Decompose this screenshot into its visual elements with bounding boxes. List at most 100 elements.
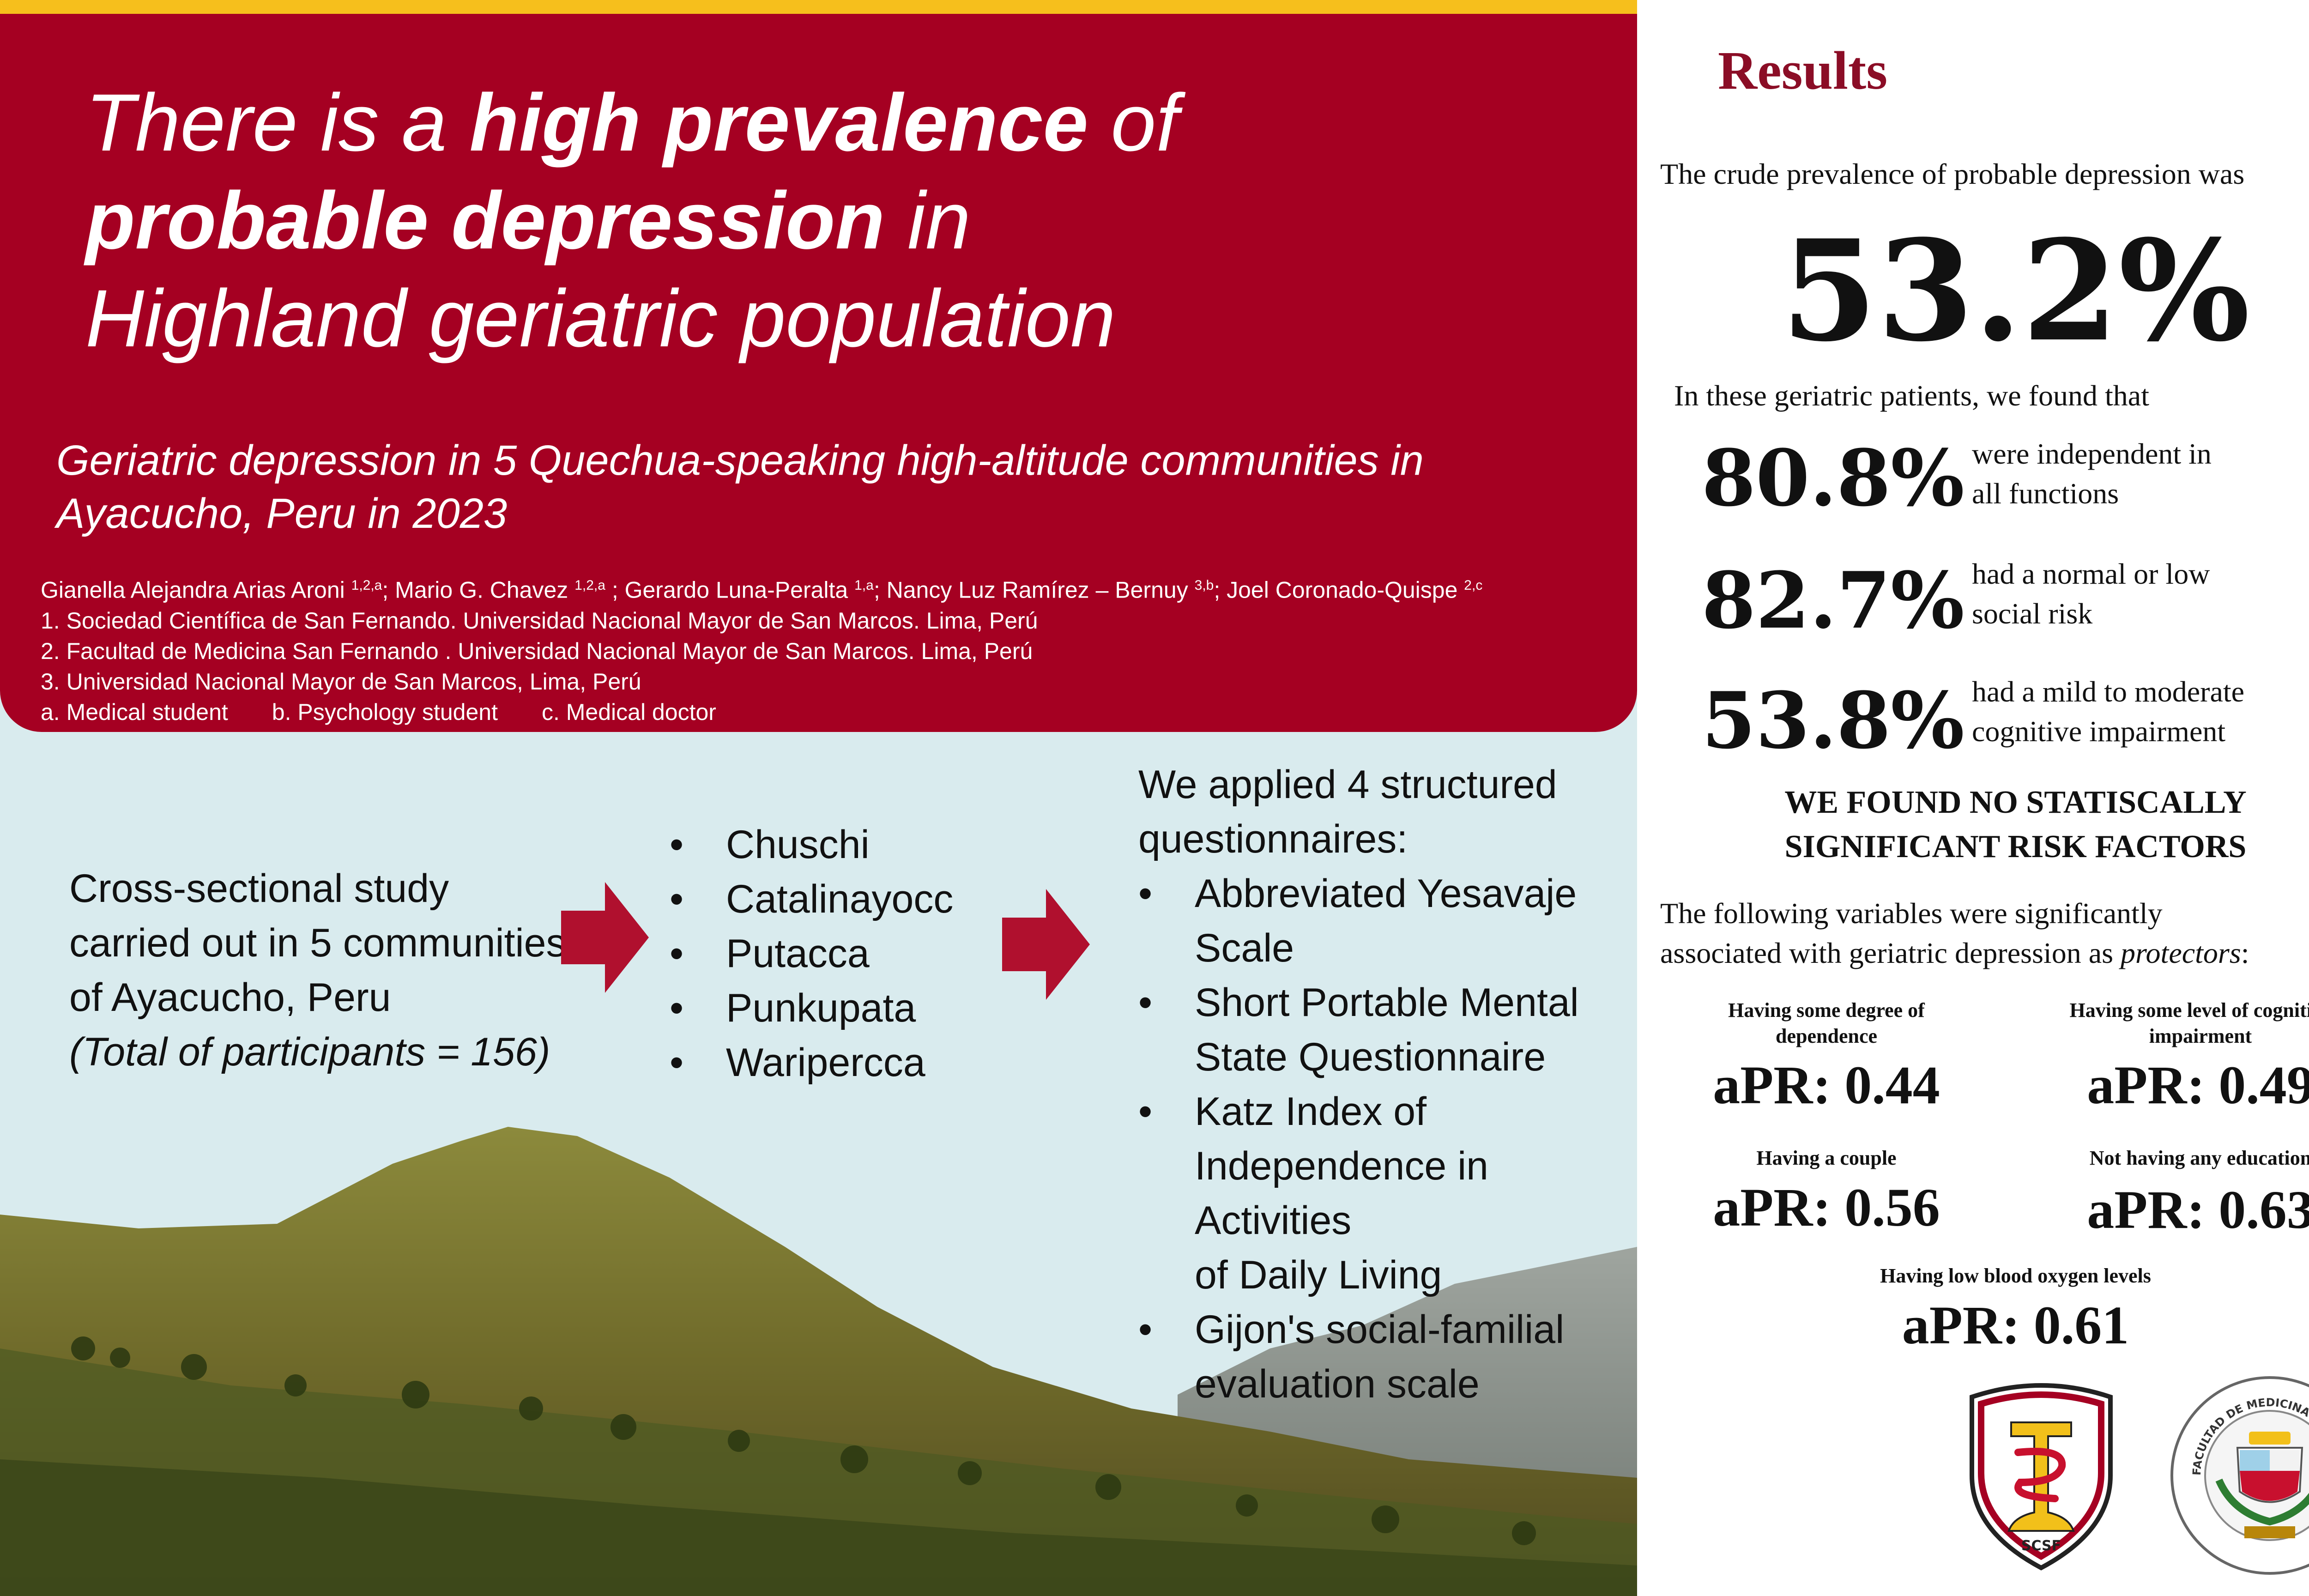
no-risk-line: SIGNIFICANT RISK FACTORS (1784, 829, 2247, 864)
finding-value: 80.8% (1702, 432, 1964, 524)
finding-line: all functions (1972, 477, 2119, 510)
accent-bar (0, 0, 1637, 14)
questionnaire-line: Independence in Activities (1195, 1144, 1489, 1243)
author-name: Nancy Luz Ramírez – Bernuy (886, 577, 1195, 603)
protector-label-line: impairment (2149, 1025, 2252, 1047)
no-risk-factors-statement: WE FOUND NO STATISCALLY SIGNIFICANT RISK … (1637, 780, 2309, 869)
author-affiliation-mark: 1,2,a (351, 578, 382, 593)
crude-prevalence-intro: The crude prevalence of probable depress… (1660, 157, 2245, 190)
finding-value: 82.7% (1702, 555, 1964, 646)
protector-label: Having a couple (1756, 1147, 1897, 1169)
poster-subtitle: Geriatric depression in 5 Quechua-speaki… (56, 434, 1580, 540)
arrow-right-icon (1002, 889, 1090, 1000)
protector-label-line: Having some degree of (1728, 999, 1925, 1022)
protector-apr-value: aPR: 0.56 (1713, 1177, 1940, 1238)
protectors-intro-line: associated with geriatric depression as (1660, 937, 2121, 969)
study-line: Cross-sectional study (69, 866, 449, 911)
protector-label: Having some degree of dependence (1642, 998, 2011, 1049)
community-item: Waripercca (670, 1035, 953, 1090)
community-item: Chuschi (670, 817, 953, 872)
title-bold-text: high prevalence (469, 78, 1088, 168)
authors-line: Gianella Alejandra Arias Aroni 1,2,a; Ma… (41, 570, 1625, 605)
authors-block: Gianella Alejandra Arias Aroni 1,2,a; Ma… (41, 570, 1625, 727)
author-name: Mario G. Chavez (395, 577, 575, 603)
title-text: Highland geriatric population (85, 273, 1116, 364)
community-item: Catalinayocc (670, 872, 953, 926)
protector-label: Having low blood oxygen levels (1880, 1264, 2151, 1287)
finding-text: had a mild to moderate cognitive impairme… (1972, 672, 2244, 751)
questionnaire-line: Gijon's social-familial (1195, 1307, 1565, 1352)
subtitle-line: Geriatric depression in 5 Quechua-speaki… (56, 437, 1424, 484)
separator: ; (382, 577, 395, 603)
questionnaire-line: evaluation scale (1195, 1362, 1480, 1406)
finding-line: had a mild to moderate (1972, 675, 2245, 708)
study-line: carried out in 5 communities (69, 921, 566, 965)
author-affiliation-mark: 1,a (854, 578, 874, 593)
protector-label-line: Having some level of cognitive (2069, 999, 2309, 1022)
left-panel: There is a high prevalence of probable d… (0, 0, 1637, 1596)
questionnaire-item: Katz Index of Independence in Activities o… (1138, 1084, 1637, 1302)
questionnaire-item: Gijon's social-familial evaluation scale (1138, 1302, 1637, 1411)
title-text: There is a (85, 78, 470, 168)
finding-line: had a normal or low (1972, 557, 2210, 590)
community-item: Punkupata (670, 981, 953, 1035)
findings-intro: In these geriatric patients, we found th… (1674, 379, 2149, 412)
finding-value: 53.8% (1702, 675, 1964, 766)
questionnaire-line: Abbreviated Yesavaje (1195, 871, 1577, 916)
protector-label-line: dependence (1776, 1025, 1877, 1047)
scsf-logo: SCSF (1970, 1383, 2113, 1571)
questionnaire-line: State Questionnaire (1195, 1035, 1546, 1079)
arrow-right-icon (561, 882, 649, 993)
study-line: of Ayacucho, Peru (69, 975, 391, 1020)
faculty-seal-logo: FACULTAD DE MEDICINA DE SAN FERNANDO U.N… (2168, 1374, 2309, 1575)
author-affiliation-mark: 1,2,a (574, 578, 605, 593)
title-text: of (1088, 78, 1179, 168)
role: a. Medical student (41, 699, 228, 725)
author-name: Gerardo Luna-Peralta (624, 577, 855, 603)
author-name: Joel Coronado-Quispe (1227, 577, 1464, 603)
title-banner: There is a high prevalence of probable d… (0, 14, 1637, 732)
title-bold-text: probable depression (85, 175, 885, 266)
protectors-intro-line: The following variables were significant… (1660, 897, 2163, 930)
communities-list: Chuschi Catalinayocc Putacca Punkupata W… (670, 817, 953, 1090)
roles-line: a. Medical student b. Psychology student c… (41, 697, 1625, 727)
separator: ; (873, 577, 887, 603)
poster-title: There is a high prevalence of probable d… (85, 74, 1563, 368)
questionnaire-line: Short Portable Mental (1195, 980, 1579, 1025)
separator: ; (605, 577, 625, 603)
protector-label: Not having any education (2089, 1147, 2309, 1169)
author-name: Gianella Alejandra Arias Aroni (41, 577, 351, 603)
subtitle-line: Ayacucho, Peru in 2023 (56, 490, 508, 537)
finding-line: social risk (1972, 597, 2093, 630)
role: c. Medical doctor (541, 699, 716, 725)
questionnaires-intro: questionnaires: (1138, 817, 1408, 861)
colon: : (2241, 937, 2249, 969)
affiliation: 1. Sociedad Científica de San Fernando. … (41, 607, 1038, 634)
questionnaires-intro: We applied 4 structured (1138, 762, 1557, 807)
author-affiliation-mark: 3,b (1194, 578, 1214, 593)
protector-apr-value: aPR: 0.61 (1902, 1295, 2129, 1355)
results-panel: Results The crude prevalence of probable… (1637, 0, 2309, 1596)
protectors-word: protectors (2121, 937, 2241, 969)
affiliation: 3. Universidad Nacional Mayor de San Mar… (41, 668, 641, 695)
study-design: Cross-sectional study carried out in 5 c… (69, 861, 566, 1079)
community-item: Putacca (670, 926, 953, 981)
study-total: (Total of participants = 156) (69, 1030, 550, 1074)
author-affiliation-mark: 2,c (1464, 578, 1483, 593)
finding-text: had a normal or low social risk (1972, 554, 2210, 634)
protectors-intro: The following variables were significant… (1660, 894, 2249, 973)
questionnaires-block: We applied 4 structured questionnaires: … (1138, 757, 1637, 1411)
protector-apr-value: aPR: 0.49 (2087, 1055, 2309, 1115)
affiliation: 2. Facultad de Medicina San Fernando . U… (41, 638, 1033, 664)
crude-prevalence-value: 53.2% (1781, 209, 2250, 372)
protector-label: Having some level of cognitive impairment (2016, 998, 2309, 1049)
separator: ; (1214, 577, 1227, 603)
role: b. Psychology student (272, 699, 498, 725)
finding-line: were independent in (1972, 437, 2212, 470)
finding-text: were independent in all functions (1972, 434, 2212, 514)
finding-line: cognitive impairment (1972, 715, 2226, 748)
questionnaire-line: Scale (1195, 926, 1294, 970)
title-text: in (885, 175, 971, 266)
results-heading: Results (1718, 40, 1888, 101)
questionnaire-line: Katz Index of (1195, 1089, 1427, 1134)
